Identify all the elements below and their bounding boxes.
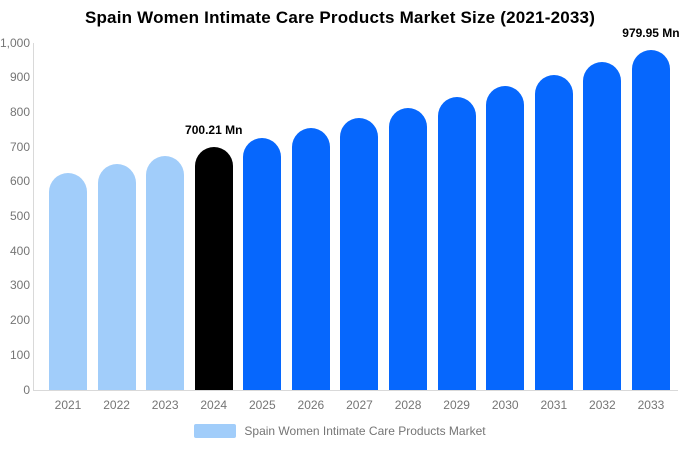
bar-2032[interactable] — [583, 62, 622, 390]
x-axis-tick-label: 2028 — [394, 398, 422, 412]
bar-2029[interactable] — [437, 97, 476, 390]
y-axis-tick-label: 700 — [9, 139, 30, 154]
y-axis-tick-label: 600 — [9, 174, 30, 189]
legend-swatch — [194, 424, 237, 438]
y-axis-tick-label: 500 — [9, 209, 30, 223]
bar-2022[interactable] — [97, 164, 136, 390]
x-axis-line — [33, 390, 678, 391]
bar-2023[interactable] — [146, 155, 185, 390]
bar-2026[interactable] — [291, 128, 330, 390]
legend-label: Spain Women Intimate Care Products Marke… — [244, 424, 486, 438]
x-axis-tick-label: 2033 — [637, 398, 665, 412]
bar-2021[interactable] — [49, 172, 87, 390]
bar-2027[interactable] — [340, 118, 379, 390]
y-axis-tick-label: 1,000 — [0, 35, 31, 50]
x-axis-tick-label: 2032 — [589, 398, 616, 412]
bar-2030[interactable] — [486, 86, 525, 390]
y-axis-tick-label: 0 — [23, 382, 30, 397]
y-axis-tick-label: 800 — [9, 104, 30, 119]
x-axis-tick-label: 2022 — [103, 398, 130, 412]
y-axis-tick-label: 400 — [9, 243, 30, 258]
bar-value-label-2033: 979.95 Mn — [622, 25, 680, 40]
x-axis-tick-label: 2023 — [151, 398, 179, 412]
x-axis-tick-label: 2021 — [54, 398, 82, 412]
bar-2031[interactable] — [534, 74, 573, 390]
chart-title: Spain Women Intimate Care Products Marke… — [84, 8, 596, 27]
x-axis-tick-label: 2030 — [491, 398, 519, 412]
y-axis-tick-label: 300 — [9, 278, 30, 293]
x-axis-tick-label: 2025 — [248, 398, 276, 412]
bar-2024[interactable] — [194, 147, 233, 390]
y-axis-tick-label: 200 — [9, 313, 30, 328]
x-axis-tick-label: 2027 — [346, 398, 373, 412]
bar-2025[interactable] — [243, 137, 282, 390]
y-axis-tick-label: 100 — [9, 347, 30, 362]
bar-value-label-2024: 700.21 Mn — [185, 123, 243, 138]
x-axis-tick-label: 2026 — [297, 398, 325, 412]
bar-2033[interactable] — [631, 49, 670, 390]
y-axis-line — [33, 43, 34, 390]
x-axis-tick-label: 2031 — [540, 398, 568, 412]
y-axis-tick-label: 900 — [9, 70, 30, 85]
bar-2028[interactable] — [389, 107, 428, 390]
x-axis-tick-label: 2029 — [443, 398, 470, 412]
legend[interactable]: Spain Women Intimate Care Products Marke… — [0, 424, 680, 438]
x-axis-tick-label: 2024 — [200, 398, 228, 412]
